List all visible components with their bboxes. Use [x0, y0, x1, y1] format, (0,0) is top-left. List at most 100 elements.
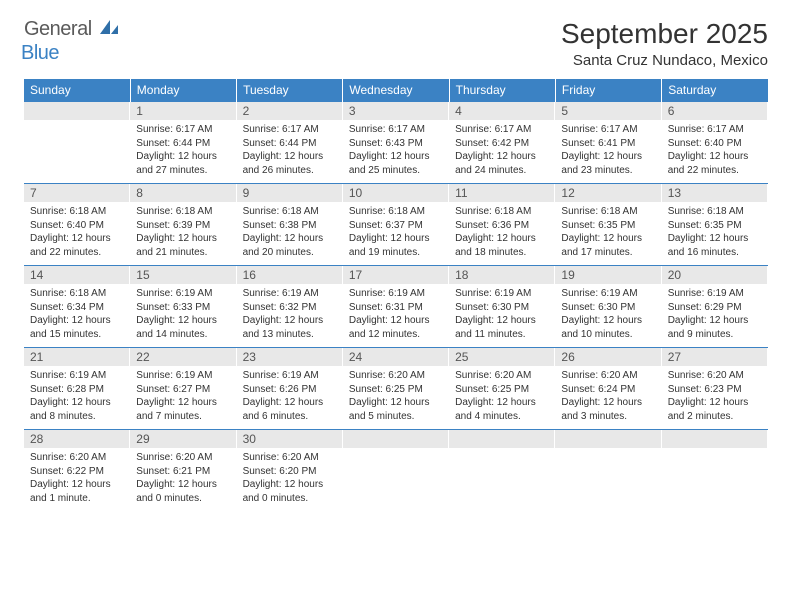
sunrise-text: Sunrise: 6:19 AM [349, 287, 443, 301]
daylight-text: Daylight: 12 hours and 4 minutes. [455, 396, 549, 423]
month-title: September 2025 [561, 18, 768, 50]
sunset-text: Sunset: 6:40 PM [30, 219, 124, 233]
sunset-text: Sunset: 6:33 PM [136, 301, 230, 315]
day-number: 12 [555, 184, 661, 202]
day-number: 28 [24, 430, 130, 448]
daylight-text: Daylight: 12 hours and 17 minutes. [561, 232, 655, 259]
day-number: 2 [237, 102, 343, 120]
day-cell: 11Sunrise: 6:18 AMSunset: 6:36 PMDayligh… [449, 184, 555, 266]
day-number: 17 [343, 266, 449, 284]
sunrise-text: Sunrise: 6:17 AM [243, 123, 337, 137]
daylight-text: Daylight: 12 hours and 21 minutes. [136, 232, 230, 259]
day-cell: 12Sunrise: 6:18 AMSunset: 6:35 PMDayligh… [555, 184, 661, 266]
day-number [343, 430, 449, 448]
day-number: 15 [130, 266, 236, 284]
day-content: Sunrise: 6:20 AMSunset: 6:25 PMDaylight:… [343, 366, 449, 429]
logo: General [24, 18, 124, 41]
day-cell: 6Sunrise: 6:17 AMSunset: 6:40 PMDaylight… [662, 102, 768, 184]
day-content [662, 448, 768, 506]
sunrise-text: Sunrise: 6:19 AM [243, 369, 337, 383]
sunrise-text: Sunrise: 6:17 AM [561, 123, 655, 137]
daylight-text: Daylight: 12 hours and 20 minutes. [243, 232, 337, 259]
sunset-text: Sunset: 6:35 PM [561, 219, 655, 233]
sunrise-text: Sunrise: 6:19 AM [30, 369, 124, 383]
sunrise-text: Sunrise: 6:18 AM [243, 205, 337, 219]
day-content [343, 448, 449, 506]
daylight-text: Daylight: 12 hours and 2 minutes. [668, 396, 762, 423]
sunrise-text: Sunrise: 6:18 AM [30, 205, 124, 219]
day-cell [449, 430, 555, 512]
day-number: 13 [662, 184, 768, 202]
sunrise-text: Sunrise: 6:18 AM [30, 287, 124, 301]
day-cell: 22Sunrise: 6:19 AMSunset: 6:27 PMDayligh… [130, 348, 236, 430]
day-number: 20 [662, 266, 768, 284]
week-row: 28Sunrise: 6:20 AMSunset: 6:22 PMDayligh… [24, 430, 768, 512]
day-content: Sunrise: 6:20 AMSunset: 6:25 PMDaylight:… [449, 366, 555, 429]
day-cell: 1Sunrise: 6:17 AMSunset: 6:44 PMDaylight… [130, 102, 236, 184]
daylight-text: Daylight: 12 hours and 27 minutes. [136, 150, 230, 177]
daylight-text: Daylight: 12 hours and 1 minute. [30, 478, 124, 505]
week-row: 21Sunrise: 6:19 AMSunset: 6:28 PMDayligh… [24, 348, 768, 430]
day-content: Sunrise: 6:17 AMSunset: 6:44 PMDaylight:… [237, 120, 343, 183]
day-number: 25 [449, 348, 555, 366]
sunset-text: Sunset: 6:31 PM [349, 301, 443, 315]
daylight-text: Daylight: 12 hours and 8 minutes. [30, 396, 124, 423]
sunset-text: Sunset: 6:32 PM [243, 301, 337, 315]
day-cell: 19Sunrise: 6:19 AMSunset: 6:30 PMDayligh… [555, 266, 661, 348]
day-number: 16 [237, 266, 343, 284]
day-content: Sunrise: 6:19 AMSunset: 6:29 PMDaylight:… [662, 284, 768, 347]
day-content: Sunrise: 6:19 AMSunset: 6:26 PMDaylight:… [237, 366, 343, 429]
day-number: 24 [343, 348, 449, 366]
week-row: 14Sunrise: 6:18 AMSunset: 6:34 PMDayligh… [24, 266, 768, 348]
sunset-text: Sunset: 6:24 PM [561, 383, 655, 397]
sunrise-text: Sunrise: 6:19 AM [136, 287, 230, 301]
sunrise-text: Sunrise: 6:20 AM [455, 369, 549, 383]
daylight-text: Daylight: 12 hours and 13 minutes. [243, 314, 337, 341]
day-number: 5 [555, 102, 661, 120]
daylight-text: Daylight: 12 hours and 22 minutes. [30, 232, 124, 259]
day-cell [662, 430, 768, 512]
day-content: Sunrise: 6:18 AMSunset: 6:36 PMDaylight:… [449, 202, 555, 265]
daylight-text: Daylight: 12 hours and 11 minutes. [455, 314, 549, 341]
day-content: Sunrise: 6:18 AMSunset: 6:40 PMDaylight:… [24, 202, 130, 265]
header-friday: Friday [555, 79, 661, 102]
day-content: Sunrise: 6:17 AMSunset: 6:44 PMDaylight:… [130, 120, 236, 183]
day-content: Sunrise: 6:19 AMSunset: 6:28 PMDaylight:… [24, 366, 130, 429]
header-sunday: Sunday [24, 79, 130, 102]
day-number: 18 [449, 266, 555, 284]
sunset-text: Sunset: 6:29 PM [668, 301, 762, 315]
day-content: Sunrise: 6:19 AMSunset: 6:27 PMDaylight:… [130, 366, 236, 429]
day-content: Sunrise: 6:20 AMSunset: 6:23 PMDaylight:… [662, 366, 768, 429]
sunrise-text: Sunrise: 6:17 AM [349, 123, 443, 137]
sunset-text: Sunset: 6:37 PM [349, 219, 443, 233]
day-cell: 26Sunrise: 6:20 AMSunset: 6:24 PMDayligh… [555, 348, 661, 430]
day-number: 6 [662, 102, 768, 120]
daylight-text: Daylight: 12 hours and 26 minutes. [243, 150, 337, 177]
sunset-text: Sunset: 6:44 PM [243, 137, 337, 151]
day-number [555, 430, 661, 448]
day-content [555, 448, 661, 506]
day-content: Sunrise: 6:19 AMSunset: 6:31 PMDaylight:… [343, 284, 449, 347]
day-cell: 24Sunrise: 6:20 AMSunset: 6:25 PMDayligh… [343, 348, 449, 430]
day-content: Sunrise: 6:18 AMSunset: 6:34 PMDaylight:… [24, 284, 130, 347]
day-number: 26 [555, 348, 661, 366]
header-thursday: Thursday [449, 79, 555, 102]
day-content [24, 120, 130, 178]
week-row: 7Sunrise: 6:18 AMSunset: 6:40 PMDaylight… [24, 184, 768, 266]
daylight-text: Daylight: 12 hours and 24 minutes. [455, 150, 549, 177]
day-number [662, 430, 768, 448]
day-cell: 7Sunrise: 6:18 AMSunset: 6:40 PMDaylight… [24, 184, 130, 266]
day-cell [555, 430, 661, 512]
day-number: 8 [130, 184, 236, 202]
sunset-text: Sunset: 6:30 PM [561, 301, 655, 315]
day-number: 14 [24, 266, 130, 284]
header-tuesday: Tuesday [237, 79, 343, 102]
sunrise-text: Sunrise: 6:18 AM [136, 205, 230, 219]
daylight-text: Daylight: 12 hours and 16 minutes. [668, 232, 762, 259]
day-cell: 28Sunrise: 6:20 AMSunset: 6:22 PMDayligh… [24, 430, 130, 512]
sunset-text: Sunset: 6:41 PM [561, 137, 655, 151]
day-number: 30 [237, 430, 343, 448]
day-cell: 5Sunrise: 6:17 AMSunset: 6:41 PMDaylight… [555, 102, 661, 184]
day-cell: 14Sunrise: 6:18 AMSunset: 6:34 PMDayligh… [24, 266, 130, 348]
day-cell: 10Sunrise: 6:18 AMSunset: 6:37 PMDayligh… [343, 184, 449, 266]
